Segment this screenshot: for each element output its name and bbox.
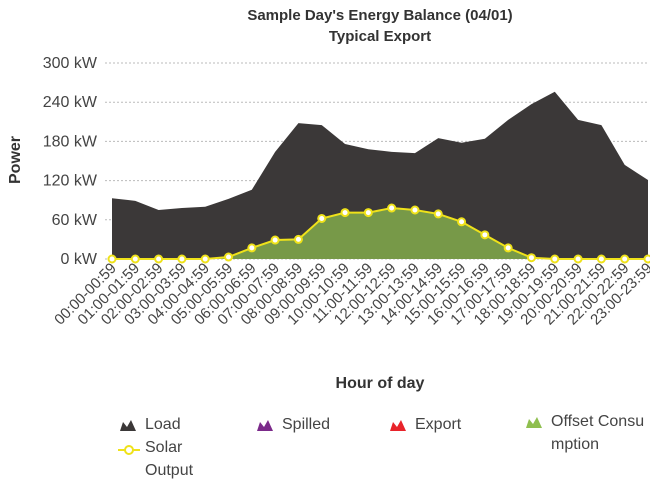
point <box>270 235 280 245</box>
legend-label: Load <box>145 416 181 433</box>
point <box>596 254 606 264</box>
point <box>340 208 350 218</box>
point <box>293 234 303 244</box>
y-axis-title: Power <box>7 136 24 184</box>
legend-item: Load <box>118 413 235 436</box>
point <box>457 217 467 227</box>
y-tick-label: 240 kW <box>43 94 98 111</box>
chart-subtitle: Typical Export <box>329 28 431 45</box>
legend: Load Spilled Export Offset Consumption Solar… <box>0 410 650 483</box>
legend-label: Offset Consumption <box>551 413 645 453</box>
area <box>112 208 648 259</box>
legend-label: Spilled <box>282 416 331 433</box>
chart: Sample Day's Energy Balance (04/01) Typi… <box>7 7 650 392</box>
x-axis-title: Hour of day <box>336 375 425 392</box>
point <box>200 254 210 264</box>
legend-icon <box>526 417 542 428</box>
legend-swatch <box>390 420 406 431</box>
legend-swatch <box>526 417 542 428</box>
point <box>177 254 187 264</box>
legend-icon <box>118 445 140 455</box>
y-tick-label: 300 kW <box>43 55 98 72</box>
point <box>410 205 420 215</box>
legend-icon <box>120 420 136 431</box>
y-tick-label: 120 kW <box>43 173 98 190</box>
legend-item: Offset Consumption <box>524 410 646 456</box>
legend-label: Solar Output <box>145 439 194 479</box>
point <box>247 243 257 253</box>
legend-swatch <box>120 420 136 431</box>
y-tick-label: 180 kW <box>43 133 98 150</box>
legend-item: Spilled <box>255 413 382 436</box>
legend-swatch <box>257 420 273 431</box>
point <box>317 213 327 223</box>
point <box>480 230 490 240</box>
legend-item: Solar Output <box>118 436 203 482</box>
point <box>550 254 560 264</box>
y-tick-label: 60 kW <box>52 212 98 229</box>
point <box>503 243 513 253</box>
legend-icon <box>390 420 406 431</box>
point <box>224 252 234 262</box>
point <box>526 253 536 263</box>
point <box>130 254 140 264</box>
point <box>433 209 443 219</box>
legend-label: Export <box>415 416 462 433</box>
legend-marker <box>124 445 134 455</box>
legend-item: Export <box>388 413 515 436</box>
chart-title: Sample Day's Energy Balance (04/01) <box>247 7 512 24</box>
area <box>112 91 648 259</box>
point <box>107 254 117 264</box>
point <box>387 203 397 213</box>
point <box>643 254 650 264</box>
point <box>154 254 164 264</box>
point <box>620 254 630 264</box>
point <box>363 208 373 218</box>
y-tick-label: 0 kW <box>61 251 98 268</box>
point <box>573 254 583 264</box>
legend-icon <box>257 420 273 431</box>
